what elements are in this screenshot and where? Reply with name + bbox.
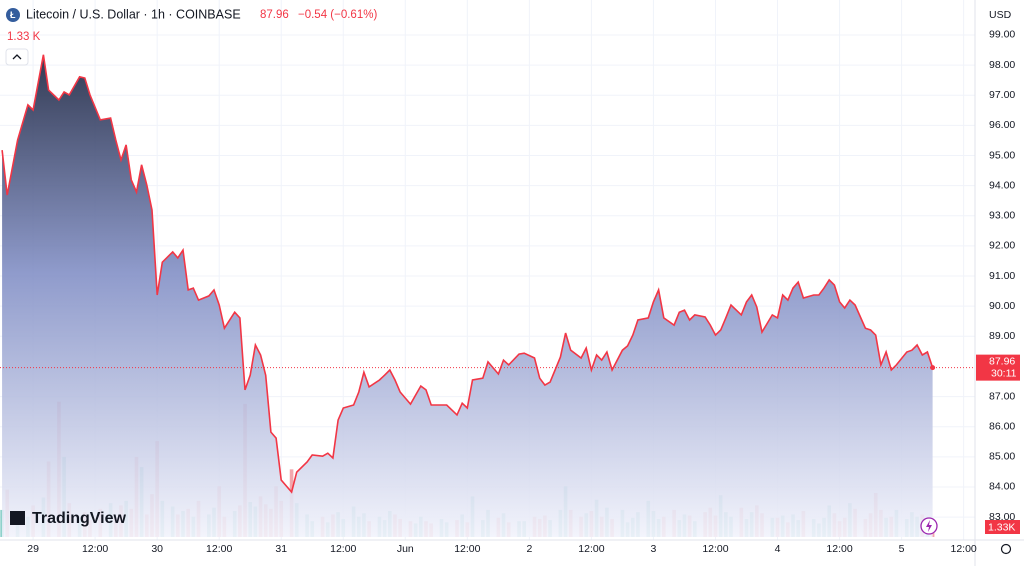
y-tick-label: 99.00: [989, 29, 1015, 41]
x-tick-label: 12:00: [578, 543, 604, 555]
change: −0.54 (−0.61%): [298, 9, 377, 21]
y-tick-label: 96.00: [989, 119, 1015, 131]
y-tick-label: 91.00: [989, 270, 1015, 282]
x-tick-label: 29: [27, 543, 39, 555]
x-tick-label: 4: [775, 543, 781, 555]
x-tick-label: 12:00: [206, 543, 232, 555]
coin-icon-glyph: Ł: [10, 10, 16, 20]
axes: 83.00 84.00 85.00 86.00 87.00 89.00 90.00 91.00…: [27, 29, 1020, 555]
price-badge-countdown: 30:11: [991, 367, 1017, 379]
volume-readout: 1.33 K: [7, 31, 41, 43]
settings-button[interactable]: [1000, 543, 1012, 555]
price-badge-value: 87.96: [989, 355, 1015, 367]
volume-bar: [0, 509, 4, 537]
y-tick-label: 90.00: [989, 300, 1015, 312]
volume-badge-label: 1.33K: [988, 521, 1015, 533]
price-line: [1, 54, 934, 494]
x-tick-label: 12:00: [702, 543, 728, 555]
logo-mark: [10, 511, 25, 525]
x-tick-label: 3: [651, 543, 657, 555]
x-tick-label: 12:00: [454, 543, 480, 555]
currency: USD: [989, 9, 1012, 21]
x-tick-label: 12:00: [330, 543, 356, 555]
y-tick-label: 89.00: [989, 330, 1015, 342]
x-tick-label: 5: [899, 543, 905, 555]
x-tick-label: 2: [526, 543, 532, 555]
symbol: Litecoin / U.S. Dollar · 1h · COINBASE: [26, 7, 241, 21]
y-tick-label: 83.00: [989, 511, 1015, 523]
y-tick-label: 85.00: [989, 451, 1015, 463]
price-badge: [976, 354, 1020, 381]
x-tick-label: 12:00: [826, 543, 852, 555]
collapse-icon: [12, 54, 22, 60]
x-tick-label: Jun: [397, 543, 414, 555]
coin-icon: [6, 8, 20, 22]
area-fill: [2, 54, 933, 538]
y-tick-label: 86.00: [989, 420, 1015, 432]
x-tick-label: 12:00: [82, 543, 108, 555]
y-tick-label: 93.00: [989, 210, 1015, 222]
y-tick-label: 84.00: [989, 481, 1015, 493]
volume-badge: [985, 520, 1020, 534]
y-tick-label: 95.00: [989, 149, 1015, 161]
lightning-icon: [926, 520, 932, 532]
x-tick-label: 30: [151, 543, 163, 555]
y-tick-label: 98.00: [989, 59, 1015, 71]
y-tick-label: 87.00: [989, 390, 1015, 402]
last-point: [930, 365, 936, 371]
y-tick-label: 92.00: [989, 240, 1015, 252]
collapse-button[interactable]: [5, 48, 29, 66]
y-tick-label: 97.00: [989, 89, 1015, 101]
last-price: 87.96: [260, 9, 289, 21]
plot: [0, 54, 975, 538]
x-tick-label: 31: [275, 543, 287, 555]
x-tick-label: 12:00: [950, 543, 976, 555]
logo: TradingView: [32, 510, 127, 527]
y-tick-label: 94.00: [989, 179, 1015, 191]
